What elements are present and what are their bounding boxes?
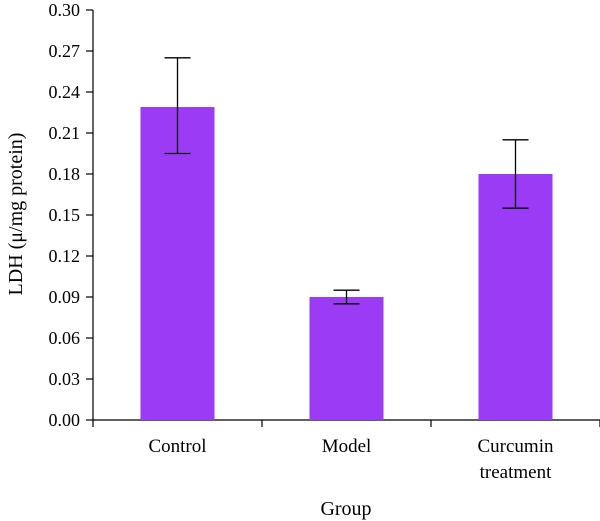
y-tick-label: 0.15 [49,205,81,225]
y-tick-label: 0.09 [49,287,81,307]
bar [140,107,215,421]
y-tick-label: 0.03 [49,369,81,389]
x-category-label: treatment [480,462,552,483]
y-tick-label: 0.27 [49,41,81,61]
error-bars [164,57,529,305]
y-tick-label: 0.30 [49,0,81,20]
y-axis-title: LDH (μ/mg protein) [5,133,27,296]
x-category-label: Model [322,436,372,457]
bar [478,174,553,420]
x-axis-title: Group [320,498,371,520]
y-tick-label: 0.12 [49,246,81,266]
y-axis: 0.00 0.03 0.06 0.09 0.12 0.15 0.18 0.21 0.24 0.27… [49,0,94,430]
y-tick-label: 0.18 [49,164,81,184]
y-tick-label: 0.00 [49,410,81,430]
bars [140,107,553,421]
x-category-label: Control [148,436,206,457]
x-axis: Control Model Curcumin treatment [92,419,600,483]
x-category-label: Curcumin [478,436,554,457]
y-tick-label: 0.06 [49,328,81,348]
bar [309,297,384,420]
y-tick-label: 0.24 [49,82,81,102]
y-tick-label: 0.21 [49,123,81,143]
